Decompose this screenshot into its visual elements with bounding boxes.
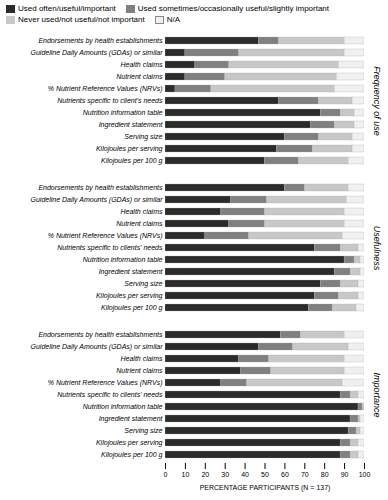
svg-text:Guideline Daily Amounts (GDAs): Guideline Daily Amounts (GDAs) or simila… bbox=[31, 196, 164, 204]
svg-text:50: 50 bbox=[261, 471, 269, 478]
svg-text:20: 20 bbox=[201, 471, 209, 478]
html-text:N/A: N/A bbox=[166, 15, 181, 24]
svg-text:Guideline Daily Amounts (GDAs): Guideline Daily Amounts (GDAs) or simila… bbox=[31, 49, 164, 57]
svg-text:Endorsements by health establi: Endorsements by health establishments bbox=[38, 331, 163, 339]
svg-text:Kilojoules per serving: Kilojoules per serving bbox=[96, 439, 163, 447]
svg-text:70: 70 bbox=[301, 471, 309, 478]
svg-text:Nutrients specific to client's: Nutrients specific to client's needs bbox=[57, 97, 163, 105]
svg-text:Guideline Daily Amounts (GDAs): Guideline Daily Amounts (GDAs) or simila… bbox=[31, 343, 164, 351]
svg-text:Nutrient claims: Nutrient claims bbox=[116, 73, 163, 80]
svg-text:Nutrient claims: Nutrient claims bbox=[116, 367, 163, 374]
svg-text:Kilojoules per 100 g: Kilojoules per 100 g bbox=[101, 451, 163, 459]
svg-text:30: 30 bbox=[221, 471, 229, 478]
svg-text:80: 80 bbox=[321, 471, 329, 478]
svg-text:Nutrient claims: Nutrient claims bbox=[116, 220, 163, 227]
svg-text:Endorsements by health establi: Endorsements by health establishments bbox=[38, 37, 163, 45]
svg-text:% Nutrient Reference Values (N: % Nutrient Reference Values (NRVs) bbox=[48, 85, 163, 93]
svg-text:Health claims: Health claims bbox=[120, 208, 163, 215]
svg-text:Serving size: Serving size bbox=[124, 133, 162, 141]
svg-text:Kilojoules per serving: Kilojoules per serving bbox=[96, 145, 163, 153]
svg-text:Nutrition information table: Nutrition information table bbox=[83, 403, 163, 410]
svg-text:Nutrition information table: Nutrition information table bbox=[83, 109, 163, 116]
svg-text:10: 10 bbox=[182, 471, 190, 478]
svg-text:Serving size: Serving size bbox=[124, 427, 162, 435]
svg-text:Usefulness: Usefulness bbox=[372, 226, 382, 271]
svg-text:Ingredient statement: Ingredient statement bbox=[99, 268, 164, 276]
svg-text:Importance: Importance bbox=[372, 372, 382, 417]
svg-text:% Nutrient Reference Values (N: % Nutrient Reference Values (NRVs) bbox=[48, 232, 163, 240]
svg-text:Kilojoules per 100 g: Kilojoules per 100 g bbox=[101, 157, 163, 165]
svg-text:60: 60 bbox=[281, 471, 289, 478]
svg-text:0: 0 bbox=[164, 471, 168, 478]
svg-text:Endorsements by health establi: Endorsements by health establishments bbox=[38, 184, 163, 192]
html-text:Used sometimes/occasionally us: Used sometimes/occasionally useful/sligh… bbox=[137, 4, 329, 13]
svg-text:40: 40 bbox=[241, 471, 249, 478]
svg-text:Ingredient statement: Ingredient statement bbox=[99, 121, 164, 129]
svg-text:% Nutrient Reference Values (N: % Nutrient Reference Values (NRVs) bbox=[48, 379, 163, 387]
svg-text:Ingredient statement: Ingredient statement bbox=[99, 415, 164, 423]
svg-text:PERCENTAGE PARTICIPANTS (N = 1: PERCENTAGE PARTICIPANTS (N = 137) bbox=[200, 484, 331, 492]
svg-text:90: 90 bbox=[341, 471, 349, 478]
svg-text:Nutrients specific to clients': Nutrients specific to clients' needs bbox=[57, 391, 163, 399]
svg-text:Health claims: Health claims bbox=[120, 61, 163, 68]
svg-text:Kilojoules per 100 g: Kilojoules per 100 g bbox=[101, 304, 163, 312]
svg-text:Kilojoules per serving: Kilojoules per serving bbox=[96, 292, 163, 300]
svg-text:100: 100 bbox=[359, 471, 371, 478]
html-text:Never used/not useful/not impo: Never used/not useful/not important bbox=[18, 15, 145, 24]
svg-text:Health claims: Health claims bbox=[120, 355, 163, 362]
svg-text:Serving size: Serving size bbox=[124, 280, 162, 288]
svg-text:Frequency of use: Frequency of use bbox=[372, 66, 382, 136]
svg-text:Nutrients specific to clients': Nutrients specific to clients' needs bbox=[57, 244, 163, 252]
html-text:Used often/useful/important: Used often/useful/important bbox=[18, 4, 116, 13]
svg-text:Nutrition information table: Nutrition information table bbox=[83, 256, 163, 263]
